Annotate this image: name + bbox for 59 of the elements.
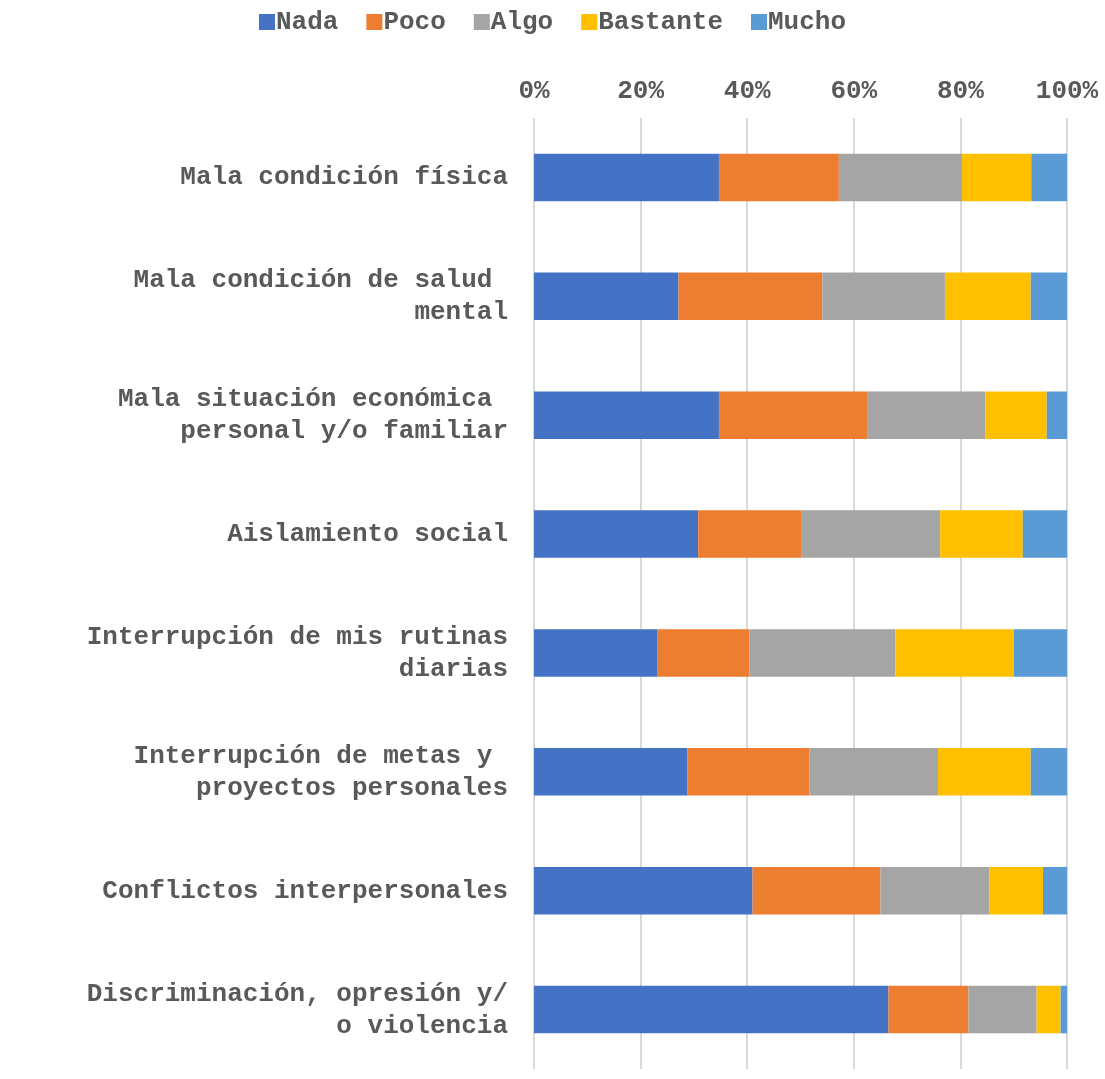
bar xyxy=(989,866,1044,915)
bar xyxy=(1036,985,1061,1034)
y-tick-label: Aislamiento social xyxy=(227,519,508,550)
legend-label: Bastante xyxy=(598,7,724,37)
bar xyxy=(1030,748,1067,796)
y-tick-label: Mala condición de salud mental xyxy=(133,265,508,328)
bar xyxy=(718,153,839,202)
y-tick-label: Discriminación, opresión y/o violencia xyxy=(86,978,508,1041)
bar xyxy=(895,629,1014,677)
y-tick-label: Interrupción de mis rutinas diarias xyxy=(86,621,508,684)
bar xyxy=(968,985,1037,1034)
bar xyxy=(718,391,868,439)
x-tick-label: 80% xyxy=(936,76,985,106)
bar xyxy=(1013,629,1067,677)
bar xyxy=(809,748,939,796)
legend-label: Poco xyxy=(383,7,446,37)
y-tick-label: Interrupción de metas y proyectos personales xyxy=(133,740,508,803)
y-tick-label: Mala condición física xyxy=(180,162,508,193)
x-tick-label: 40% xyxy=(723,76,771,106)
bar xyxy=(940,510,1023,558)
bar xyxy=(1022,510,1067,558)
legend-label: Mucho xyxy=(768,7,847,37)
bar xyxy=(867,391,986,439)
bar xyxy=(698,510,802,558)
bar xyxy=(985,391,1047,439)
x-tick-label: 60% xyxy=(830,76,878,106)
x-tick-label: 0% xyxy=(518,76,550,106)
bar xyxy=(534,272,679,321)
bar xyxy=(749,629,896,677)
bar xyxy=(752,866,881,915)
bar xyxy=(1046,391,1067,439)
bar xyxy=(534,748,688,796)
bar xyxy=(534,391,719,439)
bar xyxy=(534,866,753,915)
bar xyxy=(938,748,1031,796)
x-tick-label: 100% xyxy=(1035,76,1099,106)
bar xyxy=(838,153,962,202)
bar xyxy=(657,629,750,677)
bar xyxy=(888,985,969,1034)
bar xyxy=(534,510,699,558)
bar xyxy=(687,748,810,796)
bar xyxy=(880,866,990,915)
bar xyxy=(1030,272,1067,321)
y-tick-label: Mala situación económica personal y/o familiar xyxy=(117,384,508,447)
bar xyxy=(962,153,1032,202)
bar xyxy=(1043,866,1067,915)
legend-label: Algo xyxy=(490,7,554,37)
bar xyxy=(801,510,941,558)
bar xyxy=(534,629,658,677)
bar xyxy=(1031,153,1067,202)
bar xyxy=(1060,985,1067,1034)
bar xyxy=(678,272,823,321)
bar xyxy=(944,272,1031,321)
bar xyxy=(534,985,889,1034)
y-tick-label: Conflictos interpersonales xyxy=(102,875,508,906)
bar xyxy=(822,272,945,321)
bar xyxy=(534,153,719,202)
x-tick-label: 20% xyxy=(617,76,665,106)
legend-label: Nada xyxy=(275,7,339,37)
